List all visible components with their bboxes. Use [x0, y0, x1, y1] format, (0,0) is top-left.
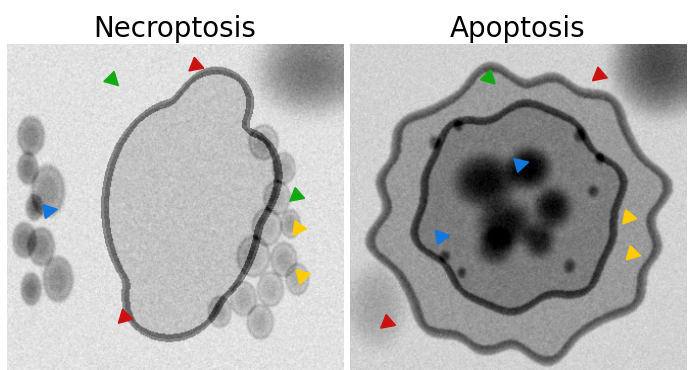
Polygon shape [480, 70, 495, 84]
Polygon shape [380, 314, 396, 328]
Polygon shape [104, 71, 119, 85]
Polygon shape [435, 231, 450, 245]
Title: Necroptosis: Necroptosis [94, 16, 256, 43]
Polygon shape [119, 309, 133, 323]
Polygon shape [626, 246, 640, 260]
Polygon shape [43, 205, 58, 219]
Polygon shape [293, 221, 307, 235]
Polygon shape [593, 67, 607, 81]
Polygon shape [623, 210, 637, 224]
Polygon shape [296, 270, 310, 284]
Polygon shape [514, 159, 529, 172]
Polygon shape [189, 57, 204, 71]
Title: Apoptosis: Apoptosis [450, 16, 586, 43]
Polygon shape [290, 188, 305, 201]
